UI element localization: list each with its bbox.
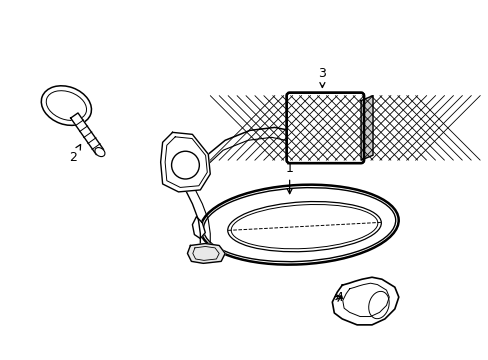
Polygon shape [71,113,103,155]
Polygon shape [187,243,224,264]
Text: 3: 3 [318,67,325,87]
Polygon shape [192,217,205,239]
Text: 1: 1 [285,162,293,194]
FancyBboxPatch shape [286,93,364,163]
Polygon shape [332,277,398,325]
Ellipse shape [41,86,91,125]
Text: 4: 4 [335,291,343,303]
Polygon shape [360,96,372,160]
Text: 2: 2 [69,144,81,164]
Polygon shape [161,132,210,192]
Ellipse shape [95,148,105,157]
